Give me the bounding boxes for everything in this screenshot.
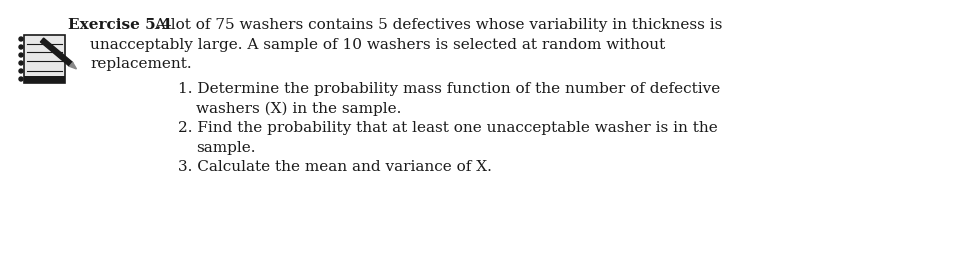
Circle shape [19,37,23,41]
Text: unacceptably large. A sample of 10 washers is selected at random without: unacceptably large. A sample of 10 washe… [90,37,666,51]
Text: replacement.: replacement. [90,57,192,71]
Circle shape [19,69,23,73]
Text: A lot of 75 washers contains 5 defectives whose variability in thickness is: A lot of 75 washers contains 5 defective… [150,18,722,32]
Text: Exercise 5.4: Exercise 5.4 [68,18,172,32]
Polygon shape [69,63,77,69]
Text: 3. Calculate the mean and variance of X.: 3. Calculate the mean and variance of X. [178,160,492,174]
Bar [24,76,65,83]
Circle shape [19,53,23,57]
Polygon shape [40,38,73,66]
Bar [24,35,65,83]
Text: washers (X) in the sample.: washers (X) in the sample. [196,102,402,116]
Circle shape [19,77,23,81]
Text: 1. Determine the probability mass function of the number of defective: 1. Determine the probability mass functi… [178,82,720,96]
Text: 2. Find the probability that at least one unacceptable washer is in the: 2. Find the probability that at least on… [178,121,717,135]
Circle shape [19,61,23,65]
Circle shape [19,45,23,49]
Text: sample.: sample. [196,141,255,155]
